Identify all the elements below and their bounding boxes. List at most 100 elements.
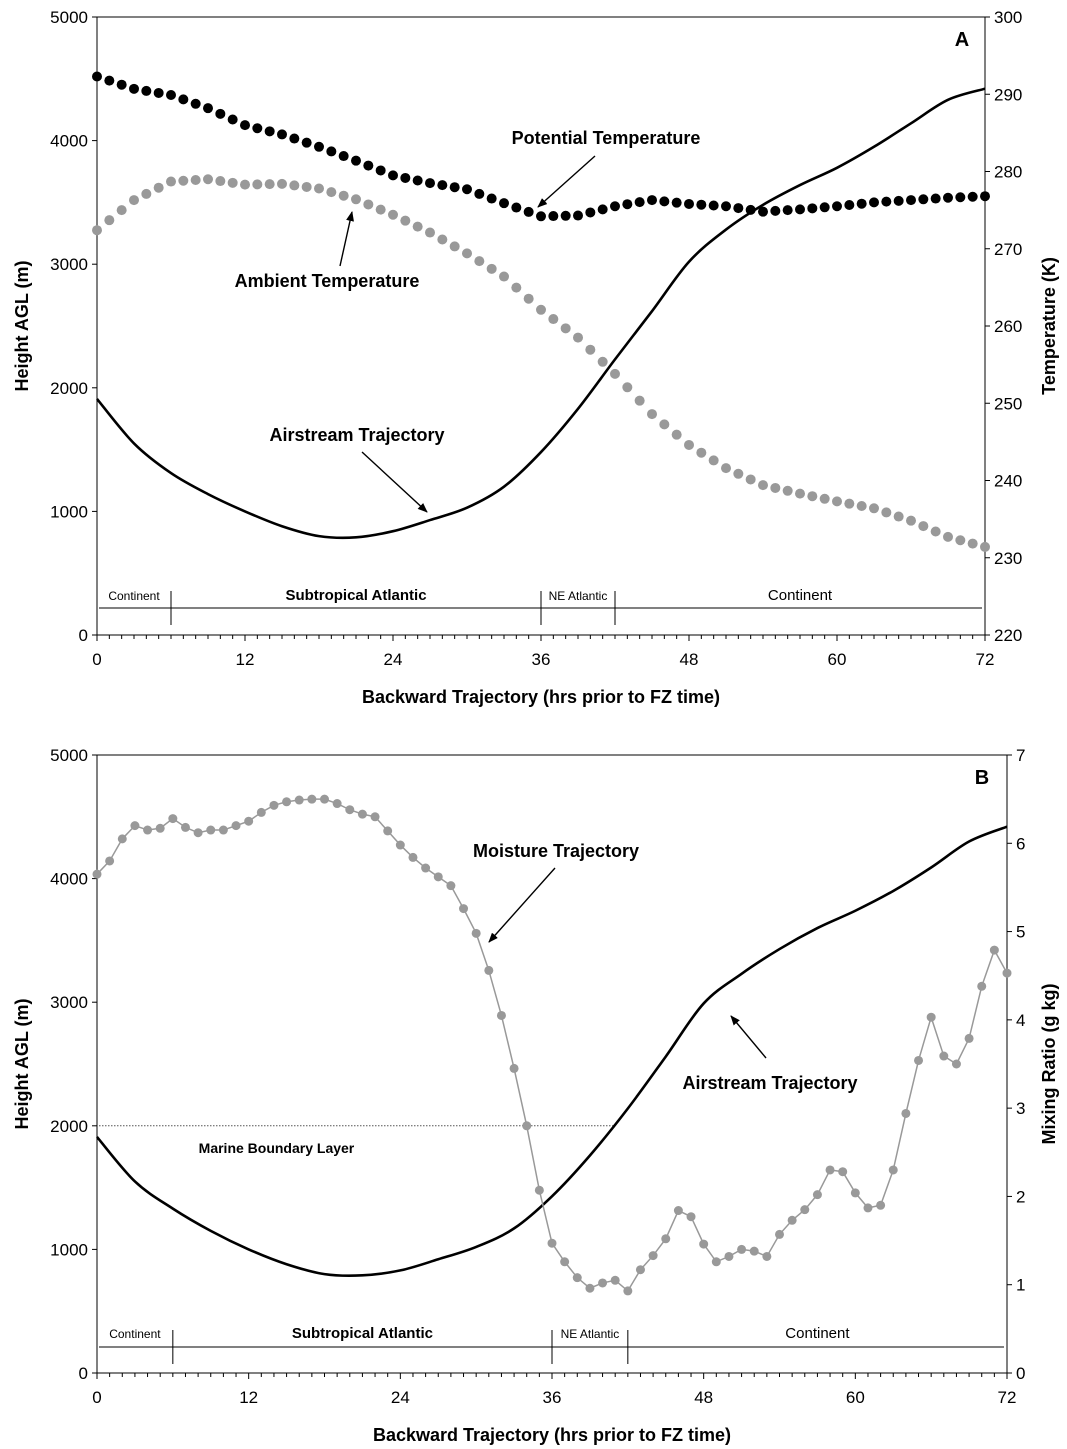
point-moisture-trajectory — [332, 799, 342, 809]
point-potential-temperature — [388, 170, 398, 181]
point-potential-temperature — [104, 75, 115, 86]
point-potential-temperature — [449, 182, 460, 193]
point-potential-temperature — [659, 196, 670, 207]
point-ambient-temperature — [795, 488, 805, 499]
x-tick-label: 48 — [680, 650, 699, 669]
point-ambient-temperature — [832, 496, 842, 507]
y-tick-label: 1000 — [50, 502, 88, 521]
x-tick-label: 72 — [998, 1388, 1017, 1407]
point-moisture-trajectory — [421, 863, 431, 873]
point-potential-temperature — [277, 129, 287, 140]
point-ambient-temperature — [548, 314, 559, 325]
panel-label-a: A — [955, 29, 969, 51]
point-ambient-temperature — [116, 205, 127, 216]
point-ambient-temperature — [425, 227, 435, 238]
point-potential-temperature — [425, 178, 435, 189]
point-moisture-trajectory — [610, 1275, 620, 1285]
point-ambient-temperature — [819, 493, 830, 504]
point-potential-temperature — [178, 94, 189, 105]
y2-tick-label: 3 — [1016, 1099, 1025, 1118]
point-ambient-temperature — [215, 176, 226, 187]
point-ambient-temperature — [314, 183, 324, 194]
point-ambient-temperature — [745, 474, 756, 485]
point-potential-temperature — [758, 206, 768, 217]
point-ambient-temperature — [881, 507, 892, 518]
region-label: NE Atlantic — [549, 589, 608, 603]
point-moisture-trajectory — [370, 812, 380, 822]
point-ambient-temperature — [363, 199, 374, 210]
y-tick-label: 2000 — [50, 1117, 88, 1136]
region-label: Continent — [108, 589, 160, 603]
point-moisture-trajectory — [471, 928, 481, 938]
point-moisture-trajectory — [775, 1229, 784, 1239]
point-ambient-temperature — [153, 182, 164, 193]
point-moisture-trajectory — [206, 825, 216, 835]
point-moisture-trajectory — [787, 1215, 797, 1225]
point-ambient-temperature — [203, 174, 213, 185]
y2-tick-label: 4 — [1016, 1011, 1025, 1030]
point-ambient-temperature — [277, 178, 287, 189]
point-ambient-temperature — [240, 179, 250, 190]
point-potential-temperature — [116, 79, 127, 90]
point-potential-temperature — [400, 172, 411, 183]
point-moisture-trajectory — [623, 1286, 633, 1296]
point-ambient-temperature — [252, 179, 263, 190]
point-potential-temperature — [733, 203, 744, 214]
x-tick-label: 60 — [828, 650, 847, 669]
point-moisture-trajectory — [648, 1251, 658, 1261]
y2-tick-label: 2 — [1016, 1187, 1025, 1206]
point-ambient-temperature — [523, 293, 534, 304]
point-moisture-trajectory — [180, 822, 190, 832]
point-moisture-trajectory — [244, 816, 254, 826]
point-moisture-trajectory — [964, 1033, 974, 1043]
left-axis-ticks-b: 0 1000 2000 3000 4000 5000 — [50, 746, 97, 1383]
point-potential-temperature — [955, 192, 966, 203]
plot-area-a — [96, 16, 986, 636]
region-label: Continent — [109, 1327, 161, 1341]
x-tick-label: 12 — [239, 1388, 258, 1407]
point-ambient-temperature — [893, 511, 904, 522]
point-potential-temperature — [597, 204, 608, 215]
point-ambient-temperature — [474, 256, 485, 267]
arrow-ambient-temperature — [339, 211, 354, 267]
y2-tick-label: 300 — [994, 8, 1022, 27]
point-potential-temperature — [166, 90, 176, 101]
point-potential-temperature — [338, 151, 349, 162]
x-axis-ticks-a: 0 12 24 36 48 60 72 — [92, 635, 994, 669]
point-potential-temperature — [696, 199, 707, 210]
point-ambient-temperature — [92, 225, 102, 236]
point-moisture-trajectory — [914, 1055, 924, 1065]
point-ambient-temperature — [104, 215, 115, 226]
y-tick-label: 1000 — [50, 1240, 88, 1259]
point-potential-temperature — [486, 193, 497, 204]
point-moisture-trajectory — [383, 826, 393, 836]
point-ambient-temperature — [869, 503, 879, 514]
point-moisture-trajectory — [926, 1012, 936, 1022]
point-ambient-temperature — [634, 395, 645, 406]
point-potential-temperature — [412, 175, 423, 186]
point-potential-temperature — [314, 141, 324, 152]
annotation-airstream-trajectory-a: Airstream Trajectory — [269, 425, 444, 445]
point-ambient-temperature — [696, 447, 707, 458]
x-axis-label-b: Backward Trajectory (hrs prior to FZ tim… — [373, 1425, 731, 1445]
point-ambient-temperature — [733, 468, 744, 479]
point-potential-temperature — [499, 198, 509, 209]
point-ambient-temperature — [560, 323, 571, 334]
point-potential-temperature — [782, 205, 793, 216]
point-moisture-trajectory — [294, 795, 304, 805]
point-potential-temperature — [832, 201, 842, 212]
point-moisture-trajectory — [345, 805, 355, 815]
region-label: Continent — [785, 1325, 850, 1342]
point-moisture-trajectory — [838, 1167, 848, 1177]
point-ambient-temperature — [166, 176, 176, 187]
point-ambient-temperature — [190, 174, 201, 185]
right-axis-ticks-b: 0 1 2 3 4 5 6 7 — [1007, 746, 1025, 1383]
x-tick-label: 24 — [384, 650, 403, 669]
arrow-moisture-trajectory — [488, 867, 556, 943]
y-tick-label: 0 — [79, 1364, 88, 1383]
point-moisture-trajectory — [812, 1190, 822, 1200]
point-ambient-temperature — [782, 485, 793, 496]
point-moisture-trajectory — [989, 945, 999, 955]
point-moisture-trajectory — [1002, 968, 1012, 978]
